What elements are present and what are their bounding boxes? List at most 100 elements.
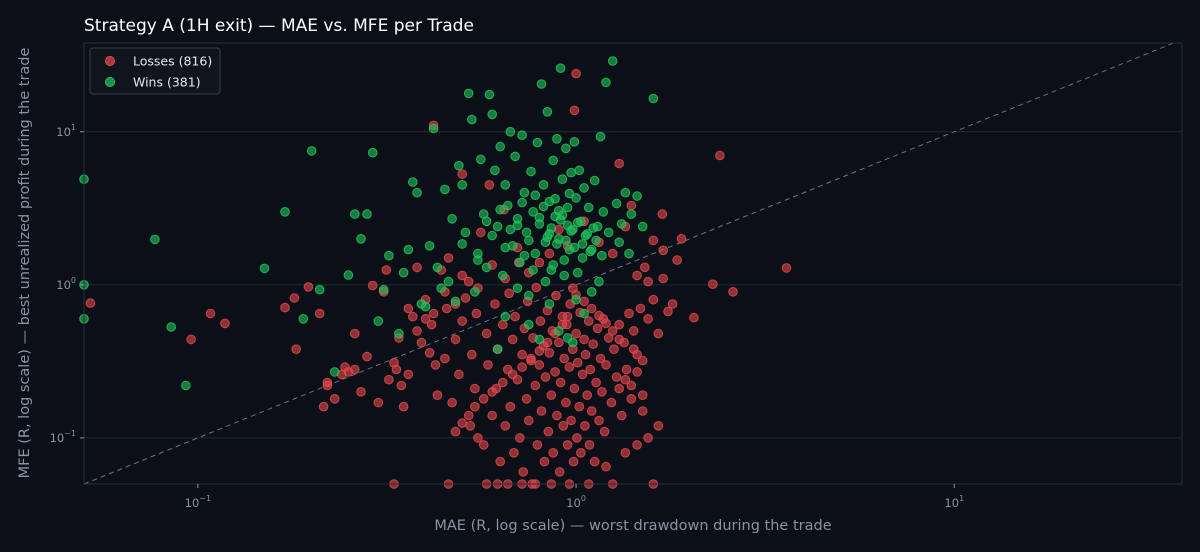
losses-point-121 bbox=[572, 433, 582, 443]
wins-point-31 bbox=[440, 184, 450, 195]
wins-point-65 bbox=[532, 137, 543, 148]
wins-point-45 bbox=[484, 89, 495, 100]
wins-point-116 bbox=[544, 299, 555, 309]
wins-point-6 bbox=[259, 263, 270, 274]
wins-point-79 bbox=[559, 255, 570, 265]
wins-point-160 bbox=[548, 260, 559, 270]
x-tick-label-1-exponent: 0 bbox=[581, 494, 586, 503]
wins-point-57 bbox=[515, 257, 525, 268]
losses-point-136 bbox=[589, 456, 600, 467]
losses-point-161 bbox=[653, 328, 664, 339]
losses-point-1 bbox=[186, 334, 196, 345]
losses-point-83 bbox=[524, 415, 534, 426]
losses-point-181 bbox=[643, 276, 653, 287]
losses-point-180 bbox=[632, 270, 642, 281]
wins-point-17 bbox=[373, 316, 384, 326]
losses-point-159 bbox=[643, 314, 653, 324]
wins-point-19 bbox=[384, 250, 394, 261]
wins-point-112 bbox=[500, 311, 511, 322]
wins-point-47 bbox=[490, 165, 500, 176]
wins-point-67 bbox=[536, 79, 547, 89]
losses-point-195 bbox=[457, 270, 468, 281]
y-tick-label-1-base: 10 bbox=[56, 278, 71, 292]
losses-point-220 bbox=[626, 394, 637, 404]
losses-point-68 bbox=[500, 421, 511, 431]
legend-marker-losses bbox=[105, 56, 115, 66]
losses-point-18 bbox=[356, 387, 366, 397]
losses-point-39 bbox=[432, 390, 443, 401]
losses-point-243 bbox=[487, 387, 498, 397]
wins-point-153 bbox=[597, 250, 607, 261]
losses-point-149 bbox=[614, 319, 625, 330]
legend: Losses (816) Wins (381) bbox=[89, 47, 221, 95]
x-tick-label-0-exponent: −1 bbox=[199, 494, 211, 503]
y-tick-label-0-exponent: −1 bbox=[64, 429, 76, 438]
losses-point-158 bbox=[637, 390, 648, 401]
x-tick-label-1: 100 bbox=[566, 494, 586, 510]
losses-point-62 bbox=[490, 299, 500, 309]
losses-point-12 bbox=[329, 394, 340, 404]
losses-point-231 bbox=[579, 296, 589, 307]
losses-point-165 bbox=[672, 255, 682, 265]
wins-point-140 bbox=[542, 232, 553, 242]
losses-point-43 bbox=[443, 253, 454, 263]
wins-point-70 bbox=[542, 107, 553, 117]
wins-point-20 bbox=[394, 328, 404, 339]
losses-point-56 bbox=[476, 227, 486, 238]
losses-point-111 bbox=[561, 397, 571, 408]
losses-point-114 bbox=[564, 362, 575, 372]
wins-point-127 bbox=[500, 242, 511, 253]
losses-point-160 bbox=[648, 294, 659, 305]
losses-point-5 bbox=[289, 293, 300, 303]
losses-point-95 bbox=[540, 372, 551, 382]
losses-point-215 bbox=[620, 448, 631, 458]
wins-point-117 bbox=[554, 326, 564, 336]
losses-point-238 bbox=[534, 346, 545, 356]
losses-point-4 bbox=[280, 302, 290, 313]
losses-point-55 bbox=[473, 433, 483, 443]
wins-point-109 bbox=[637, 221, 648, 232]
losses-point-101 bbox=[548, 448, 559, 458]
losses-point-105 bbox=[554, 337, 564, 348]
losses-point-168 bbox=[708, 279, 718, 290]
wins-point-80 bbox=[561, 143, 571, 154]
losses-point-107 bbox=[555, 377, 566, 388]
wins-point-104 bbox=[616, 219, 627, 229]
wins-point-105 bbox=[620, 187, 631, 198]
wins-point-135 bbox=[530, 190, 541, 200]
losses-point-224 bbox=[637, 355, 648, 366]
losses-point-132 bbox=[584, 440, 595, 450]
losses-point-61 bbox=[487, 410, 498, 421]
losses-point-229 bbox=[594, 310, 604, 321]
wins-point-29 bbox=[432, 262, 443, 273]
losses-point-109 bbox=[558, 421, 569, 431]
wins-point-58 bbox=[517, 130, 527, 140]
wins-point-59 bbox=[519, 187, 530, 198]
wins-point-159 bbox=[540, 276, 551, 287]
losses-point-129 bbox=[580, 349, 591, 360]
losses-point-239 bbox=[526, 353, 536, 364]
losses-point-52 bbox=[467, 349, 477, 360]
wins-point-95 bbox=[589, 175, 600, 186]
wins-point-83 bbox=[566, 167, 576, 178]
losses-point-32 bbox=[412, 262, 422, 273]
losses-point-87 bbox=[530, 380, 541, 391]
losses-point-24 bbox=[384, 374, 394, 385]
wins-point-24 bbox=[412, 187, 422, 198]
wins-point-64 bbox=[530, 248, 541, 259]
wins-point-103 bbox=[614, 237, 625, 247]
losses-point-133 bbox=[585, 364, 596, 375]
losses-point-0 bbox=[85, 298, 96, 308]
wins-point-46 bbox=[487, 109, 498, 120]
losses-point-78 bbox=[517, 349, 527, 360]
wins-point-22 bbox=[403, 244, 414, 255]
losses-point-34 bbox=[420, 314, 431, 324]
wins-point-37 bbox=[460, 227, 471, 238]
losses-point-54 bbox=[471, 308, 482, 319]
losses-point-138 bbox=[592, 323, 603, 334]
wins-point-154 bbox=[481, 216, 492, 227]
wins-point-158 bbox=[528, 265, 538, 275]
losses-point-154 bbox=[626, 380, 637, 391]
wins-point-155 bbox=[495, 204, 506, 215]
losses-point-50 bbox=[463, 276, 474, 287]
